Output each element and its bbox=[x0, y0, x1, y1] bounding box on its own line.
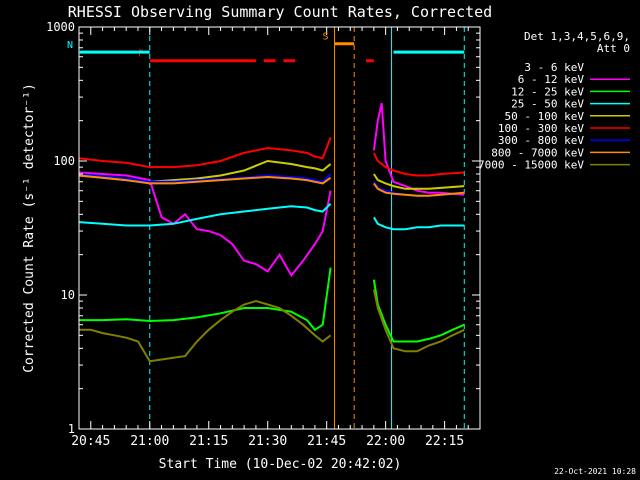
legend-label-50-100-kev: 50 - 100 keV bbox=[505, 110, 585, 123]
legend-label-3-6-kev: 3 - 6 keV bbox=[524, 61, 584, 74]
series-7000-15000-kev-line-pre bbox=[79, 300, 332, 363]
series-100-300-kev-line-pre bbox=[78, 137, 332, 169]
chart-title: RHESSI Observing Summary Count Rates, Co… bbox=[68, 3, 492, 21]
x-tick-label-2145: 21:45 bbox=[307, 434, 346, 449]
y-tick-label-1: 1 bbox=[68, 422, 75, 436]
y-tick-label-1000: 1000 bbox=[46, 20, 75, 34]
y-tick-label-10: 10 bbox=[61, 288, 75, 302]
x-tick-label-2045: 20:45 bbox=[71, 434, 110, 449]
series-7000-15000-kev-line-post bbox=[372, 289, 465, 353]
flag-n-label: N bbox=[67, 40, 73, 51]
series-3-6-kev-line-pre bbox=[78, 160, 332, 233]
legend-label-300-800-kev: 300 - 800 keV bbox=[498, 134, 584, 147]
legend-label-12-25-kev: 12 - 25 keV bbox=[511, 85, 584, 98]
series-12-25-kev-line-post bbox=[372, 279, 465, 343]
series-800-7000-kev-line-post bbox=[373, 182, 465, 197]
legend-label-100-300-kev: 100 - 300 keV bbox=[498, 122, 584, 135]
series-50-100-kev-line-post bbox=[373, 173, 465, 190]
detector-info-line-1: Det 1,3,4,5,6,9, bbox=[524, 30, 630, 43]
x-axis-label: Start Time (10-Dec-02 20:42:02) bbox=[159, 457, 402, 472]
legend-label-25-50-kev: 25 - 50 keV bbox=[511, 98, 584, 111]
series-800-7000-kev-line-pre bbox=[78, 174, 332, 185]
legend-label-6-12-kev: 6 - 12 keV bbox=[518, 73, 585, 86]
series-100-300-kev-line-post bbox=[372, 152, 465, 177]
plot-area bbox=[78, 27, 465, 429]
x-tick-label-2215: 22:15 bbox=[425, 434, 464, 449]
legend-label-800-7000-kev: 800 - 7000 keV bbox=[491, 146, 584, 159]
series-25-50-kev-line-post bbox=[373, 216, 465, 231]
flag-s-label: S bbox=[323, 32, 329, 43]
detector-info-line-2: Att 0 bbox=[597, 42, 630, 55]
x-tick-label-2200: 22:00 bbox=[366, 434, 405, 449]
y-axis-label: Corrected Count Rate (s⁻¹ detector⁻¹) bbox=[22, 83, 37, 373]
footer-date: 22-Oct-2021 10:28 bbox=[554, 467, 636, 476]
x-tick-label-2130: 21:30 bbox=[248, 434, 287, 449]
axes: 1 10 100 1000 20:45 21:00 21:15 21:30 21:45 22:00… bbox=[46, 20, 481, 449]
flag-bars: F N S bbox=[67, 32, 465, 63]
y-tick-label-100: 100 bbox=[53, 154, 75, 168]
legend-label-7000-15000-kev: 7000 - 15000 keV bbox=[478, 159, 584, 172]
series-25-50-kev-line-pre bbox=[78, 202, 332, 227]
x-tick-label-2100: 21:00 bbox=[130, 434, 169, 449]
x-tick-label-2115: 21:15 bbox=[189, 434, 228, 449]
series-6-12-kev-line-pre bbox=[78, 171, 332, 278]
flag-f-label: F bbox=[138, 49, 144, 60]
series-6-12-kev-line-post bbox=[372, 102, 465, 196]
